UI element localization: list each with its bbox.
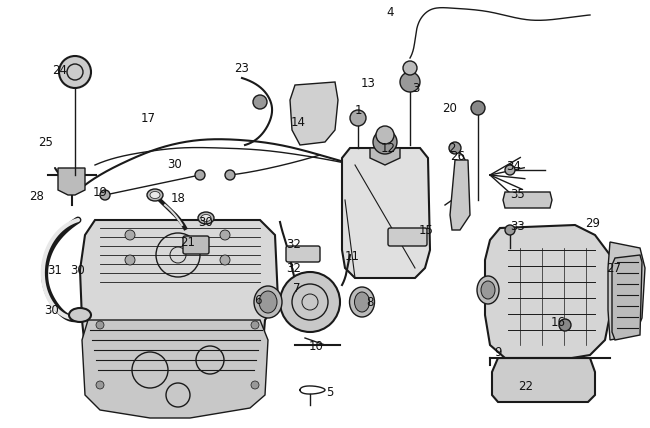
Text: 19: 19 — [92, 185, 107, 199]
Text: 18: 18 — [170, 191, 185, 205]
Text: 30: 30 — [168, 158, 183, 172]
Text: 22: 22 — [519, 380, 534, 392]
Circle shape — [125, 255, 135, 265]
Circle shape — [251, 381, 259, 389]
Polygon shape — [82, 320, 268, 418]
Text: 14: 14 — [291, 116, 306, 128]
Polygon shape — [503, 192, 552, 208]
Circle shape — [376, 126, 394, 144]
Polygon shape — [342, 148, 430, 278]
Circle shape — [280, 272, 340, 332]
Text: 5: 5 — [326, 386, 333, 398]
Text: 25: 25 — [38, 137, 53, 149]
Circle shape — [59, 56, 91, 88]
Text: 27: 27 — [606, 262, 621, 274]
Circle shape — [100, 190, 110, 200]
Polygon shape — [492, 358, 595, 402]
Text: 15: 15 — [419, 223, 434, 237]
Circle shape — [400, 72, 420, 92]
Polygon shape — [290, 82, 338, 145]
Text: 33: 33 — [511, 220, 525, 232]
Ellipse shape — [481, 281, 495, 299]
Circle shape — [373, 130, 397, 154]
Text: 20: 20 — [443, 101, 458, 115]
Circle shape — [125, 230, 135, 240]
Text: 17: 17 — [140, 112, 155, 125]
Ellipse shape — [201, 214, 211, 222]
Circle shape — [559, 319, 571, 331]
Circle shape — [449, 142, 461, 154]
Polygon shape — [612, 255, 642, 340]
Circle shape — [251, 321, 259, 329]
Text: 16: 16 — [551, 315, 566, 329]
Circle shape — [505, 225, 515, 235]
Ellipse shape — [147, 189, 163, 201]
Polygon shape — [608, 242, 645, 340]
Text: 23: 23 — [235, 62, 250, 74]
Text: 10: 10 — [309, 339, 324, 353]
Ellipse shape — [254, 286, 282, 318]
Text: 30: 30 — [45, 303, 59, 316]
FancyBboxPatch shape — [388, 228, 427, 246]
Circle shape — [253, 95, 267, 109]
Text: 3: 3 — [412, 81, 420, 95]
Text: 35: 35 — [511, 187, 525, 200]
Polygon shape — [450, 160, 470, 230]
Polygon shape — [485, 225, 612, 360]
Text: 2: 2 — [448, 142, 456, 155]
Circle shape — [403, 61, 417, 75]
Text: 28: 28 — [29, 190, 44, 202]
Ellipse shape — [354, 292, 369, 312]
Ellipse shape — [350, 287, 374, 317]
Ellipse shape — [477, 276, 499, 304]
Text: 11: 11 — [344, 250, 359, 262]
Text: 32: 32 — [287, 238, 302, 250]
Polygon shape — [58, 168, 85, 195]
Text: 4: 4 — [386, 6, 394, 18]
Circle shape — [195, 170, 205, 180]
Text: 21: 21 — [181, 235, 196, 249]
Text: 24: 24 — [53, 63, 68, 77]
Polygon shape — [370, 148, 400, 165]
FancyBboxPatch shape — [286, 246, 320, 262]
Text: 31: 31 — [47, 264, 62, 276]
Text: 26: 26 — [450, 149, 465, 163]
Text: 9: 9 — [494, 345, 502, 359]
Text: 1: 1 — [354, 104, 362, 116]
Text: 30: 30 — [199, 216, 213, 229]
Text: 13: 13 — [361, 77, 376, 89]
Ellipse shape — [259, 291, 277, 313]
FancyBboxPatch shape — [183, 236, 209, 254]
Circle shape — [225, 170, 235, 180]
Text: 34: 34 — [506, 160, 521, 172]
Text: 7: 7 — [293, 282, 301, 294]
Text: 12: 12 — [380, 142, 395, 155]
Ellipse shape — [198, 212, 214, 224]
Circle shape — [220, 255, 230, 265]
Circle shape — [471, 101, 485, 115]
Circle shape — [96, 381, 104, 389]
Text: 30: 30 — [71, 264, 85, 276]
Circle shape — [96, 321, 104, 329]
Polygon shape — [80, 220, 278, 415]
Text: 8: 8 — [367, 297, 374, 309]
Ellipse shape — [150, 191, 160, 199]
Text: 29: 29 — [586, 217, 601, 229]
Text: 6: 6 — [254, 294, 262, 306]
Circle shape — [350, 110, 366, 126]
Ellipse shape — [69, 308, 91, 322]
Circle shape — [220, 230, 230, 240]
Circle shape — [505, 165, 515, 175]
Text: 32: 32 — [287, 262, 302, 274]
